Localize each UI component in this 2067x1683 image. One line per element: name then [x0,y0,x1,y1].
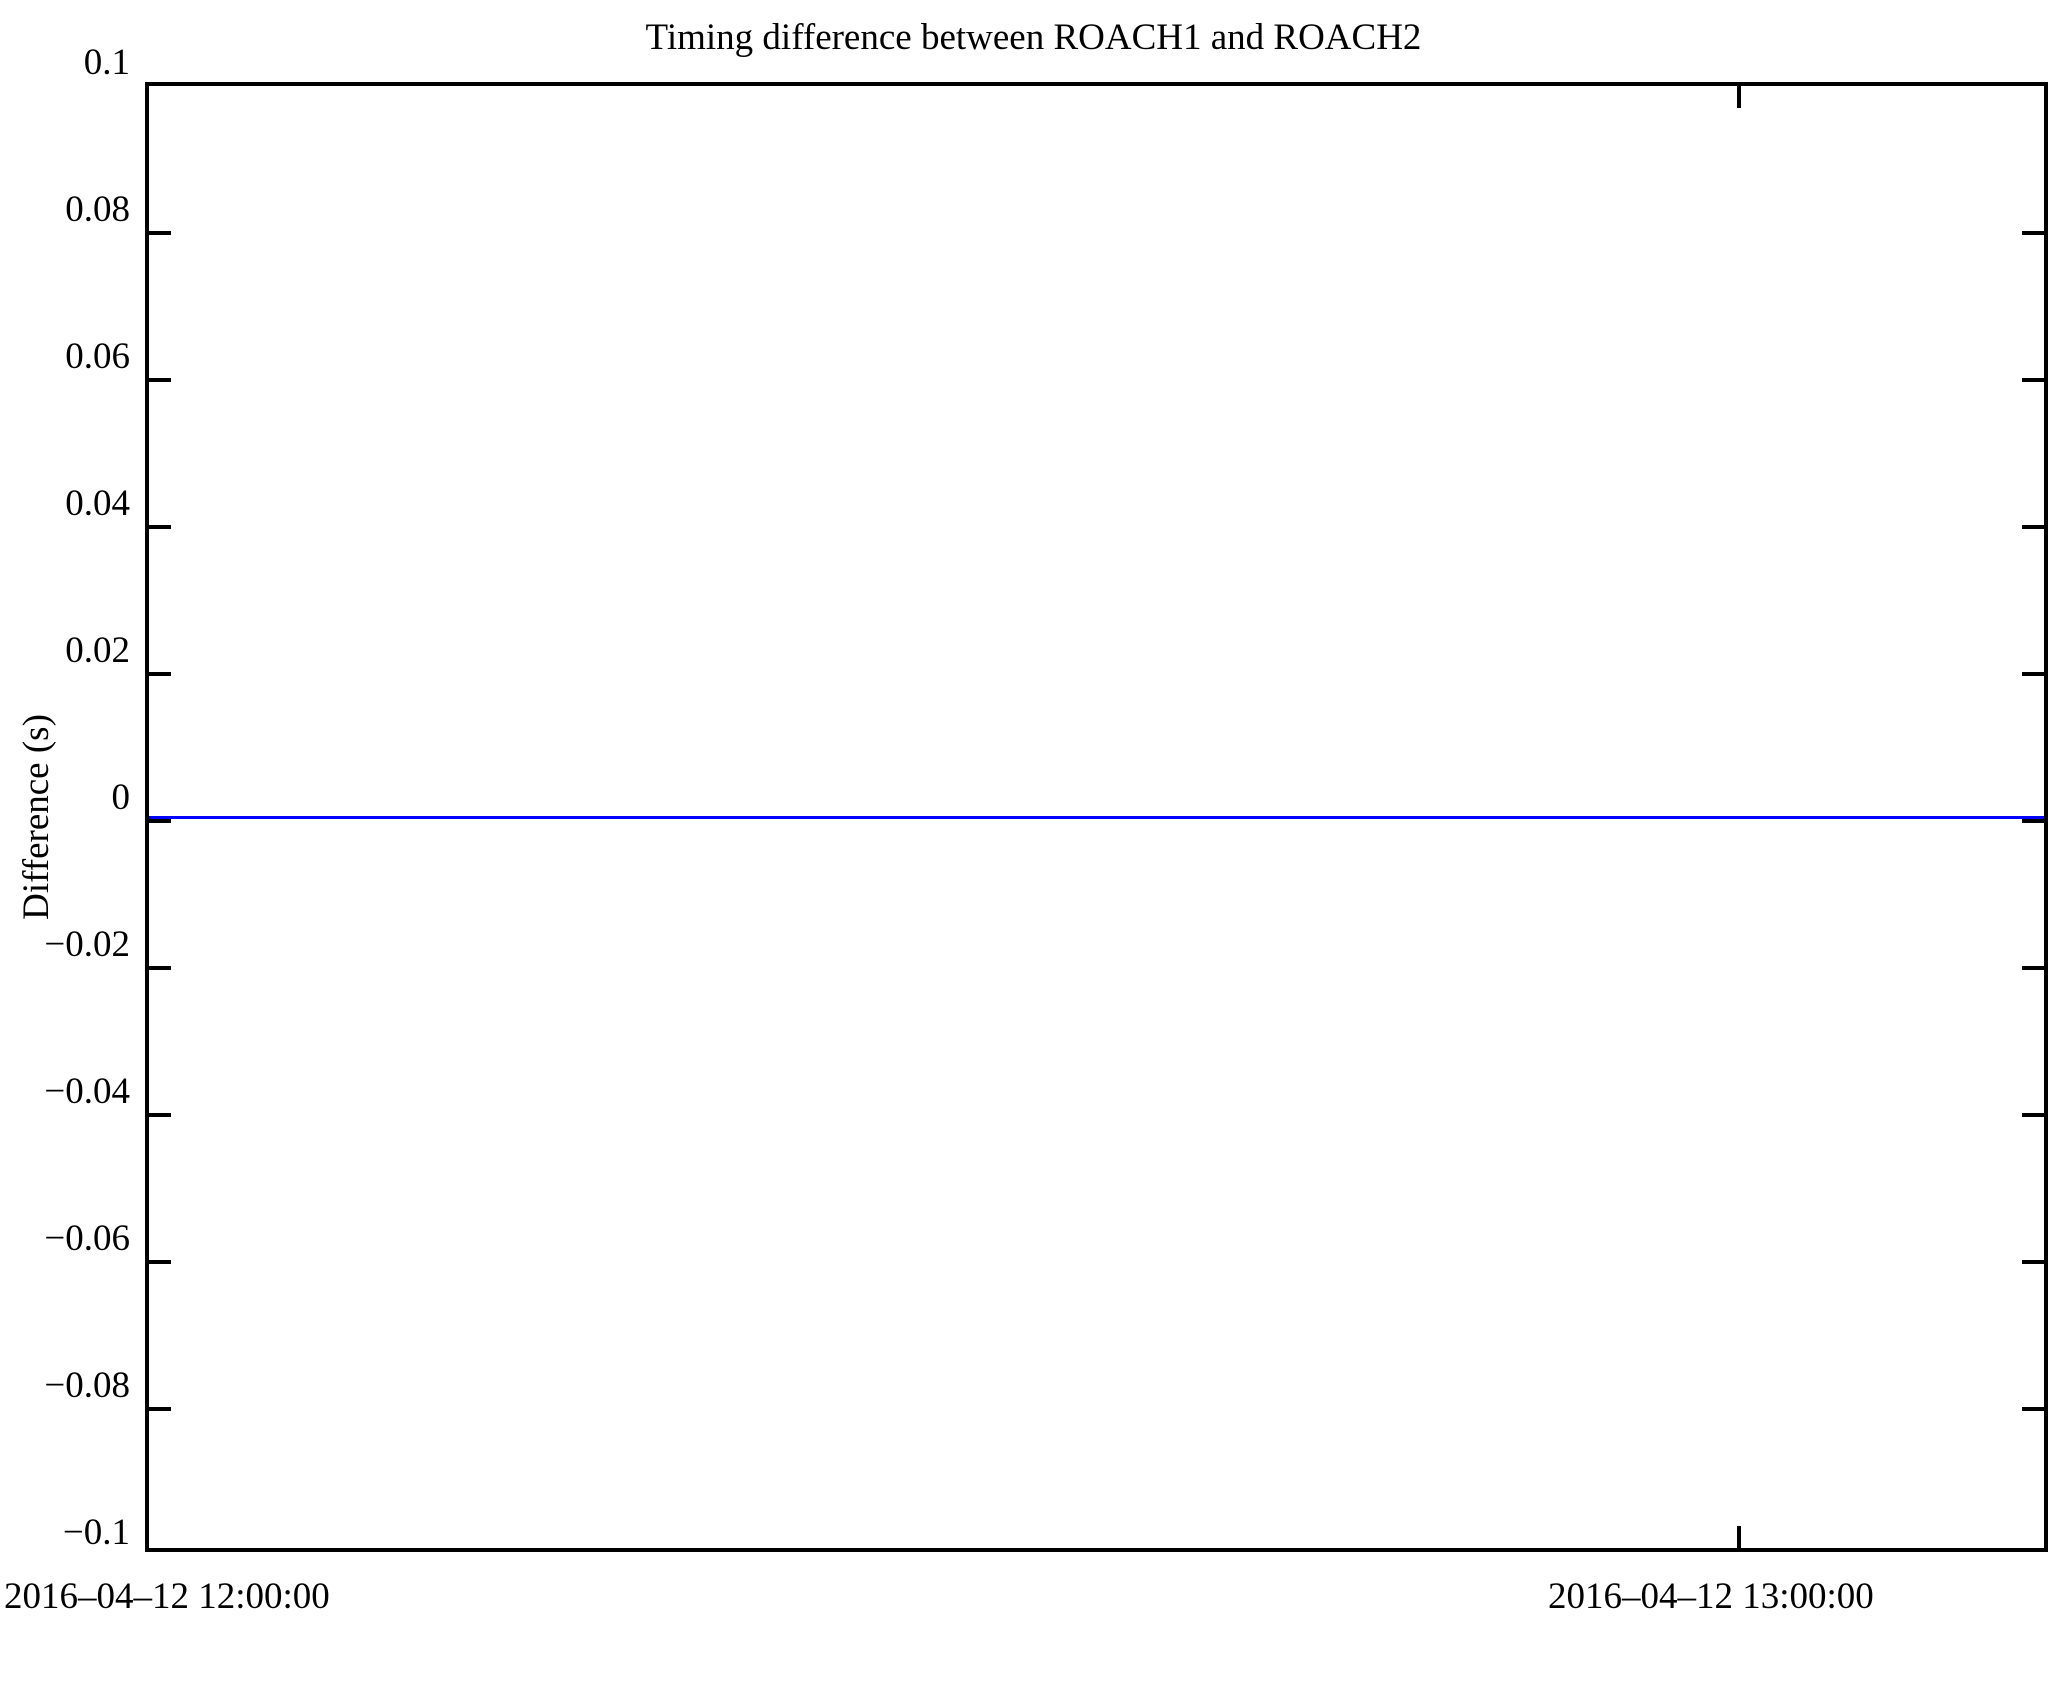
y-tick-label-5: 0 [111,777,131,818]
y-tick-label-7: −0.04 [44,1071,130,1112]
y-axis-title: Difference (s) [16,714,57,920]
y-tick-mark-right-5 [2022,819,2044,823]
y-tick-mark-left-7 [149,1113,171,1117]
y-tick-label-4: 0.02 [65,630,130,671]
y-tick-label-3: 0.04 [65,483,130,524]
chart-title: Timing difference between ROACH1 and ROA… [645,17,1422,58]
y-tick-mark-right-1 [2022,231,2044,235]
y-tick-mark-left-2 [149,378,171,382]
data-line-timing-difference [149,815,2044,819]
y-tick-mark-right-9 [2022,1407,2044,1411]
y-tick-label-8: −0.06 [44,1218,130,1259]
y-tick-mark-right-2 [2022,378,2044,382]
y-tick-mark-left-9 [149,1407,171,1411]
y-tick-label-0: 0.1 [83,42,130,83]
y-tick-mark-left-3 [149,525,171,529]
y-tick-mark-right-8 [2022,1260,2044,1264]
y-tick-mark-right-4 [2022,672,2044,676]
x-tick-label-1: 2016–04–12 13:00:00 [1548,1576,1874,1617]
y-tick-mark-left-6 [149,966,171,970]
y-tick-label-10: −0.1 [62,1512,130,1553]
y-tick-label-9: −0.08 [44,1365,130,1406]
x-tick-mark-bottom-1 [1737,1526,1741,1548]
y-tick-mark-left-5 [149,819,171,823]
x-tick-mark-top-1 [1737,86,1741,108]
y-tick-mark-right-7 [2022,1113,2044,1117]
series-layer [149,86,2044,1548]
plot-area [145,82,2048,1552]
y-tick-mark-left-8 [149,1260,171,1264]
y-tick-mark-right-6 [2022,966,2044,970]
x-tick-label-0: 2016–04–12 12:00:00 [4,1576,330,1617]
y-tick-label-1: 0.08 [65,189,130,230]
y-tick-label-2: 0.06 [65,336,130,377]
y-tick-mark-right-3 [2022,525,2044,529]
y-tick-mark-left-1 [149,231,171,235]
y-tick-label-6: −0.02 [44,924,130,965]
y-tick-mark-left-4 [149,672,171,676]
